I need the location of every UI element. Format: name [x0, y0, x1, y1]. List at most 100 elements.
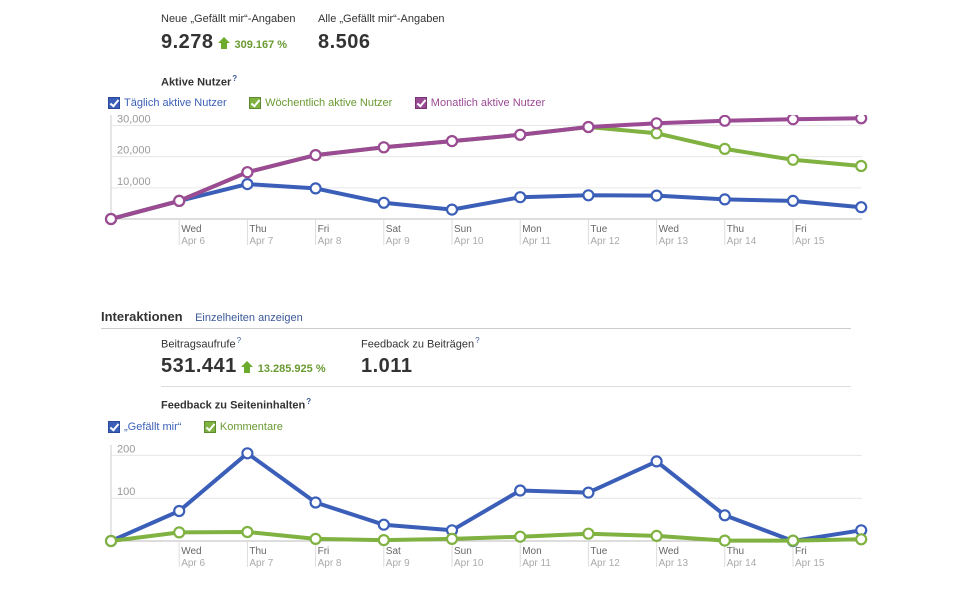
data-point[interactable]: [241, 177, 254, 191]
data-point[interactable]: [786, 194, 800, 208]
legend-daily[interactable]: Täglich aktive Nutzer: [108, 97, 227, 109]
all-likes-label: Alle „Gefällt mir“-Angaben: [318, 13, 445, 25]
data-point[interactable]: [104, 212, 118, 226]
data-point[interactable]: [514, 484, 527, 497]
data-point[interactable]: [718, 509, 731, 522]
help-icon[interactable]: ?: [475, 336, 480, 345]
data-point[interactable]: [241, 525, 254, 539]
data-point[interactable]: [241, 166, 254, 179]
help-icon[interactable]: ?: [232, 74, 238, 83]
x-day-label: Sun: [454, 546, 472, 557]
arrow-up-icon: [218, 37, 231, 49]
data-point[interactable]: [582, 527, 595, 540]
data-point[interactable]: [173, 504, 186, 518]
x-day-label: Sat: [386, 224, 401, 235]
series-line: [110, 530, 862, 543]
legend-weekly[interactable]: Wöchentlich aktive Nutzer: [249, 97, 392, 109]
data-point[interactable]: [855, 159, 868, 173]
data-point[interactable]: [650, 455, 663, 468]
x-day-label: Sun: [454, 224, 472, 235]
series-line: [110, 116, 862, 221]
data-point[interactable]: [582, 189, 595, 202]
data-point[interactable]: [241, 447, 254, 460]
data-point[interactable]: [309, 532, 322, 546]
feedback-value: 1.011: [361, 354, 413, 377]
x-date-label: Apr 8: [318, 558, 342, 569]
series-line: [110, 451, 862, 543]
legend-monthly[interactable]: Monatlich aktive Nutzer: [414, 97, 545, 109]
data-point[interactable]: [377, 533, 390, 547]
details-link[interactable]: Einzelheiten anzeigen: [195, 312, 303, 324]
new-likes-change: 309.167 %: [234, 39, 288, 51]
x-day-label: Fri: [318, 546, 330, 557]
data-point[interactable]: [309, 182, 322, 195]
x-day-label: Thu: [249, 546, 266, 557]
data-point[interactable]: [650, 189, 663, 202]
data-point[interactable]: [377, 518, 390, 531]
x-date-label: Apr 12: [590, 236, 620, 247]
x-date-label: Apr 6: [181, 236, 205, 247]
x-date-label: Apr 11: [522, 236, 551, 247]
data-point[interactable]: [650, 529, 663, 543]
data-point[interactable]: [582, 120, 595, 134]
checkbox-icon[interactable]: [203, 421, 216, 433]
data-point[interactable]: [104, 534, 118, 548]
x-date-label: Apr 9: [386, 558, 410, 569]
x-day-label: Thu: [727, 546, 744, 557]
post-views-value: 531.441: [161, 354, 237, 377]
data-point[interactable]: [855, 115, 868, 125]
data-point[interactable]: [855, 201, 868, 214]
data-point[interactable]: [514, 530, 527, 543]
checkbox-icon[interactable]: [108, 421, 120, 433]
x-date-label: Apr 7: [249, 558, 273, 569]
post-views-change: 13.285.925 %: [257, 362, 326, 375]
checkbox-icon[interactable]: [249, 97, 262, 109]
data-point[interactable]: [445, 135, 459, 148]
legend-comments[interactable]: Kommentare: [203, 421, 283, 433]
data-point[interactable]: [173, 194, 186, 208]
post-views-stat: Beitragsaufrufe? 531.441 13.285.925 %: [161, 336, 326, 378]
x-day-label: Fri: [795, 224, 807, 235]
all-likes-stat: Alle „Gefällt mir“-Angaben 8.506: [318, 13, 445, 54]
data-point[interactable]: [786, 153, 800, 166]
data-point[interactable]: [855, 533, 868, 546]
x-date-label: Apr 14: [727, 558, 757, 569]
data-point[interactable]: [582, 486, 595, 499]
x-date-label: Apr 13: [659, 236, 689, 247]
data-point[interactable]: [514, 128, 527, 141]
x-day-label: Thu: [727, 224, 744, 235]
data-point[interactable]: [718, 142, 731, 156]
active-users-legend: Täglich aktive Nutzer Wöchentlich aktive…: [108, 96, 563, 114]
data-point[interactable]: [309, 496, 322, 509]
help-icon[interactable]: ?: [236, 336, 242, 345]
data-point[interactable]: [377, 141, 390, 154]
data-point[interactable]: [718, 115, 731, 127]
help-icon[interactable]: ?: [306, 397, 312, 406]
checkbox-icon[interactable]: [108, 97, 120, 109]
legend-likes[interactable]: „Gefällt mir“: [108, 421, 181, 433]
data-point[interactable]: [650, 127, 663, 140]
data-point[interactable]: [377, 196, 390, 209]
x-day-label: Wed: [659, 546, 679, 557]
x-date-label: Apr 8: [318, 236, 342, 247]
data-point[interactable]: [786, 115, 800, 126]
data-point[interactable]: [650, 117, 663, 130]
x-date-label: Apr 15: [795, 236, 825, 247]
x-day-label: Mon: [522, 546, 541, 557]
data-point[interactable]: [786, 534, 800, 547]
interactions-header: Interaktionen Einzelheiten anzeigen: [101, 308, 303, 326]
interactions-divider: [101, 328, 851, 329]
data-point[interactable]: [445, 203, 459, 216]
checkbox-icon[interactable]: [414, 97, 427, 109]
interactions-title: Interaktionen: [101, 309, 183, 324]
data-point[interactable]: [718, 534, 731, 547]
data-point[interactable]: [514, 191, 527, 204]
x-day-label: Wed: [659, 224, 679, 235]
data-point[interactable]: [309, 148, 322, 162]
data-point[interactable]: [445, 532, 459, 546]
data-point[interactable]: [173, 526, 186, 539]
data-point[interactable]: [718, 193, 731, 206]
series-line: [110, 182, 862, 221]
